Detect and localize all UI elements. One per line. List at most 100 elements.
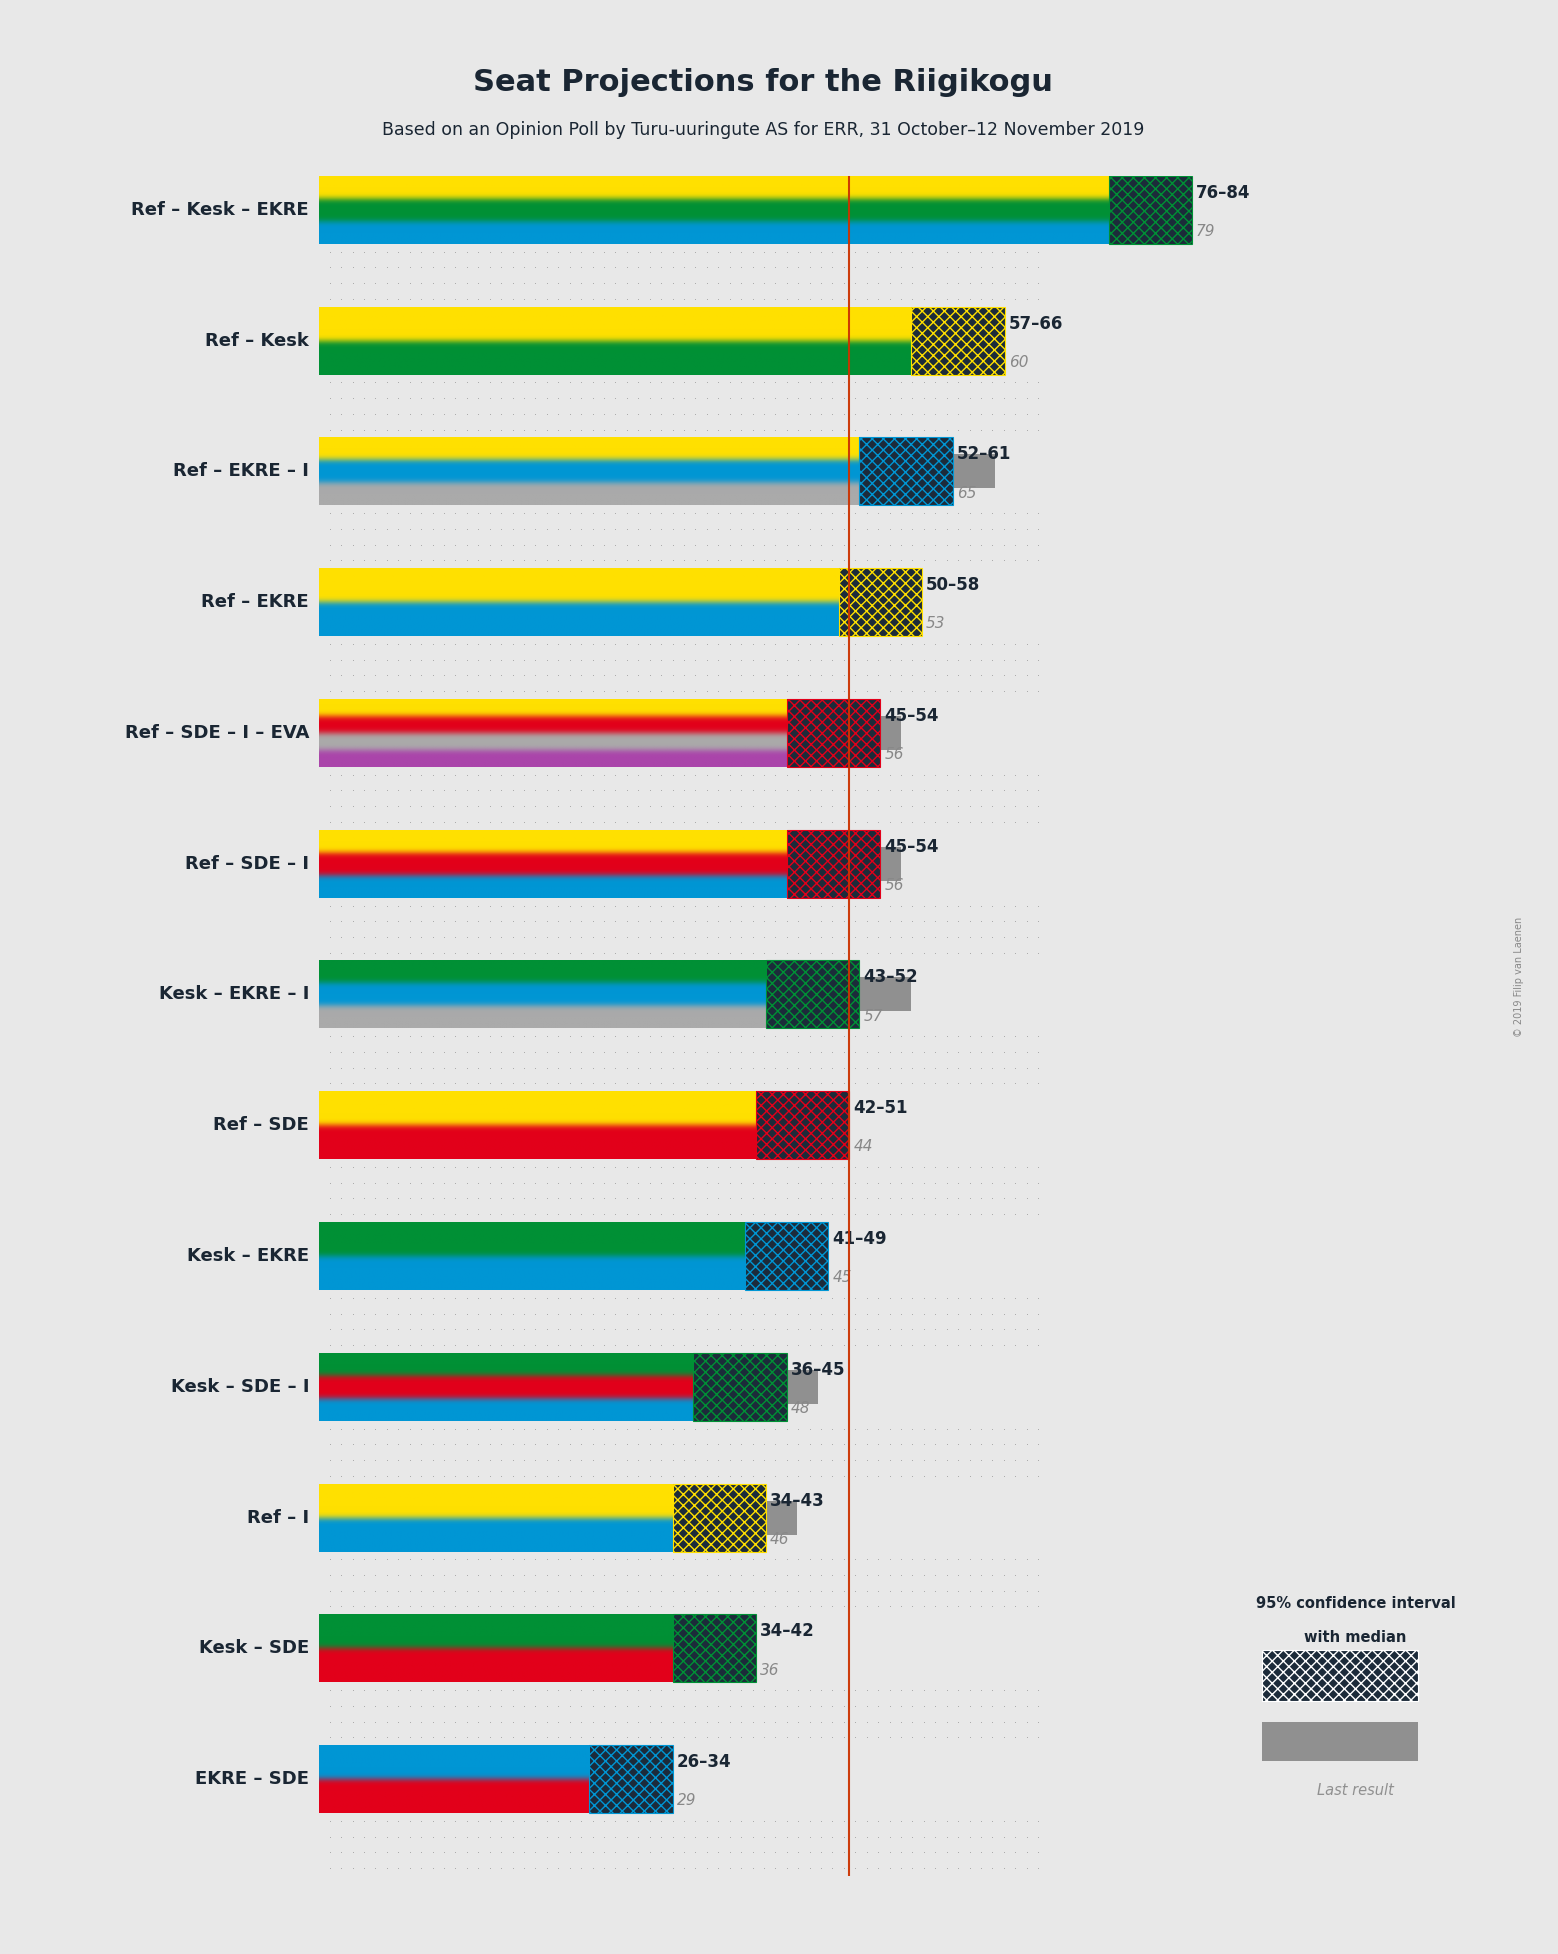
Text: 60: 60: [1010, 356, 1028, 369]
Bar: [319, 455, 994, 488]
Bar: [673, 1483, 767, 1551]
Bar: [745, 1221, 829, 1290]
Bar: [319, 1028, 1049, 1090]
Text: 36: 36: [760, 1663, 779, 1678]
Text: Kesk – SDE – I: Kesk – SDE – I: [170, 1378, 308, 1395]
Bar: [319, 1370, 818, 1403]
Text: 57: 57: [863, 1008, 883, 1024]
Text: 41–49: 41–49: [832, 1229, 887, 1249]
Bar: [673, 1614, 756, 1682]
Bar: [693, 1352, 787, 1421]
Bar: [911, 307, 1005, 375]
Bar: [1109, 176, 1192, 244]
Bar: [319, 766, 1049, 830]
Bar: [745, 1221, 829, 1290]
Bar: [1109, 176, 1192, 244]
Bar: [756, 1090, 849, 1159]
Text: 65: 65: [957, 487, 977, 500]
Bar: [673, 1483, 767, 1551]
Bar: [787, 830, 880, 897]
Bar: [589, 1745, 673, 1813]
Text: Based on an Opinion Poll by Turu-uuringute AS for ERR, 31 October–12 November 20: Based on an Opinion Poll by Turu-uuringu…: [382, 121, 1145, 139]
Text: © 2019 Filip van Laenen: © 2019 Filip van Laenen: [1514, 916, 1524, 1038]
Bar: [319, 977, 911, 1012]
Text: 57–66: 57–66: [1010, 315, 1064, 332]
Bar: [1262, 1651, 1418, 1702]
Bar: [693, 1352, 787, 1421]
Text: Kesk – EKRE: Kesk – EKRE: [187, 1247, 308, 1264]
Text: EKRE – SDE: EKRE – SDE: [195, 1770, 308, 1788]
Bar: [319, 1159, 1049, 1221]
Text: 34–43: 34–43: [770, 1491, 824, 1510]
Bar: [767, 961, 860, 1028]
Bar: [860, 438, 953, 506]
Text: 56: 56: [885, 877, 904, 893]
Text: with median: with median: [1304, 1630, 1407, 1645]
Text: 53: 53: [925, 616, 946, 631]
Text: 50–58: 50–58: [925, 576, 980, 594]
Bar: [319, 637, 1049, 700]
Bar: [673, 1614, 756, 1682]
Text: 34–42: 34–42: [760, 1622, 815, 1639]
Bar: [319, 846, 901, 881]
Text: 29: 29: [676, 1794, 696, 1807]
Text: 45: 45: [832, 1270, 852, 1286]
Bar: [319, 1108, 776, 1143]
Bar: [838, 569, 922, 637]
Text: 36–45: 36–45: [791, 1360, 846, 1380]
Text: 26–34: 26–34: [676, 1753, 731, 1770]
Text: Ref – SDE – I – EVA: Ref – SDE – I – EVA: [125, 723, 308, 743]
Text: 48: 48: [791, 1401, 810, 1417]
Text: 95% confidence interval: 95% confidence interval: [1256, 1596, 1455, 1612]
Bar: [319, 1501, 798, 1534]
Bar: [319, 324, 943, 358]
Text: 45–54: 45–54: [885, 838, 939, 856]
Text: Ref – Kesk: Ref – Kesk: [206, 332, 308, 350]
Bar: [319, 1682, 1049, 1745]
Bar: [1262, 1723, 1418, 1761]
Bar: [319, 897, 1049, 961]
Bar: [787, 700, 880, 766]
Bar: [838, 569, 922, 637]
Text: 43–52: 43–52: [863, 969, 918, 987]
Text: Ref – SDE: Ref – SDE: [213, 1116, 308, 1133]
Bar: [319, 193, 1140, 227]
Bar: [319, 244, 1049, 307]
Text: 56: 56: [885, 746, 904, 762]
Bar: [319, 1421, 1049, 1483]
Text: 42–51: 42–51: [854, 1100, 908, 1118]
Text: Ref – I: Ref – I: [246, 1508, 308, 1526]
Text: 44: 44: [854, 1139, 872, 1155]
Bar: [319, 1290, 1049, 1352]
Bar: [589, 1745, 673, 1813]
Bar: [860, 438, 953, 506]
Text: Ref – SDE – I: Ref – SDE – I: [185, 854, 308, 873]
Text: 52–61: 52–61: [957, 446, 1011, 463]
Bar: [1262, 1651, 1418, 1702]
Bar: [319, 1763, 620, 1796]
Bar: [319, 375, 1049, 438]
Text: 76–84: 76–84: [1197, 184, 1251, 201]
Bar: [787, 830, 880, 897]
Bar: [319, 715, 901, 750]
Bar: [319, 1551, 1049, 1614]
Text: 45–54: 45–54: [885, 707, 939, 725]
Text: Ref – Kesk – EKRE: Ref – Kesk – EKRE: [131, 201, 308, 219]
Text: Kesk – EKRE – I: Kesk – EKRE – I: [159, 985, 308, 1004]
Bar: [319, 1813, 1049, 1876]
Text: Seat Projections for the Riigikogu: Seat Projections for the Riigikogu: [474, 68, 1053, 98]
Bar: [319, 1632, 693, 1665]
Bar: [787, 700, 880, 766]
Text: Ref – EKRE – I: Ref – EKRE – I: [173, 463, 308, 481]
Text: Ref – EKRE: Ref – EKRE: [201, 594, 308, 612]
Text: 46: 46: [770, 1532, 790, 1548]
Bar: [911, 307, 1005, 375]
Bar: [319, 506, 1049, 569]
Bar: [319, 1239, 787, 1272]
Text: Last result: Last result: [1317, 1782, 1394, 1798]
Text: Kesk – SDE: Kesk – SDE: [199, 1639, 308, 1657]
Text: 79: 79: [1197, 225, 1215, 238]
Bar: [756, 1090, 849, 1159]
Bar: [319, 584, 869, 619]
Bar: [767, 961, 860, 1028]
